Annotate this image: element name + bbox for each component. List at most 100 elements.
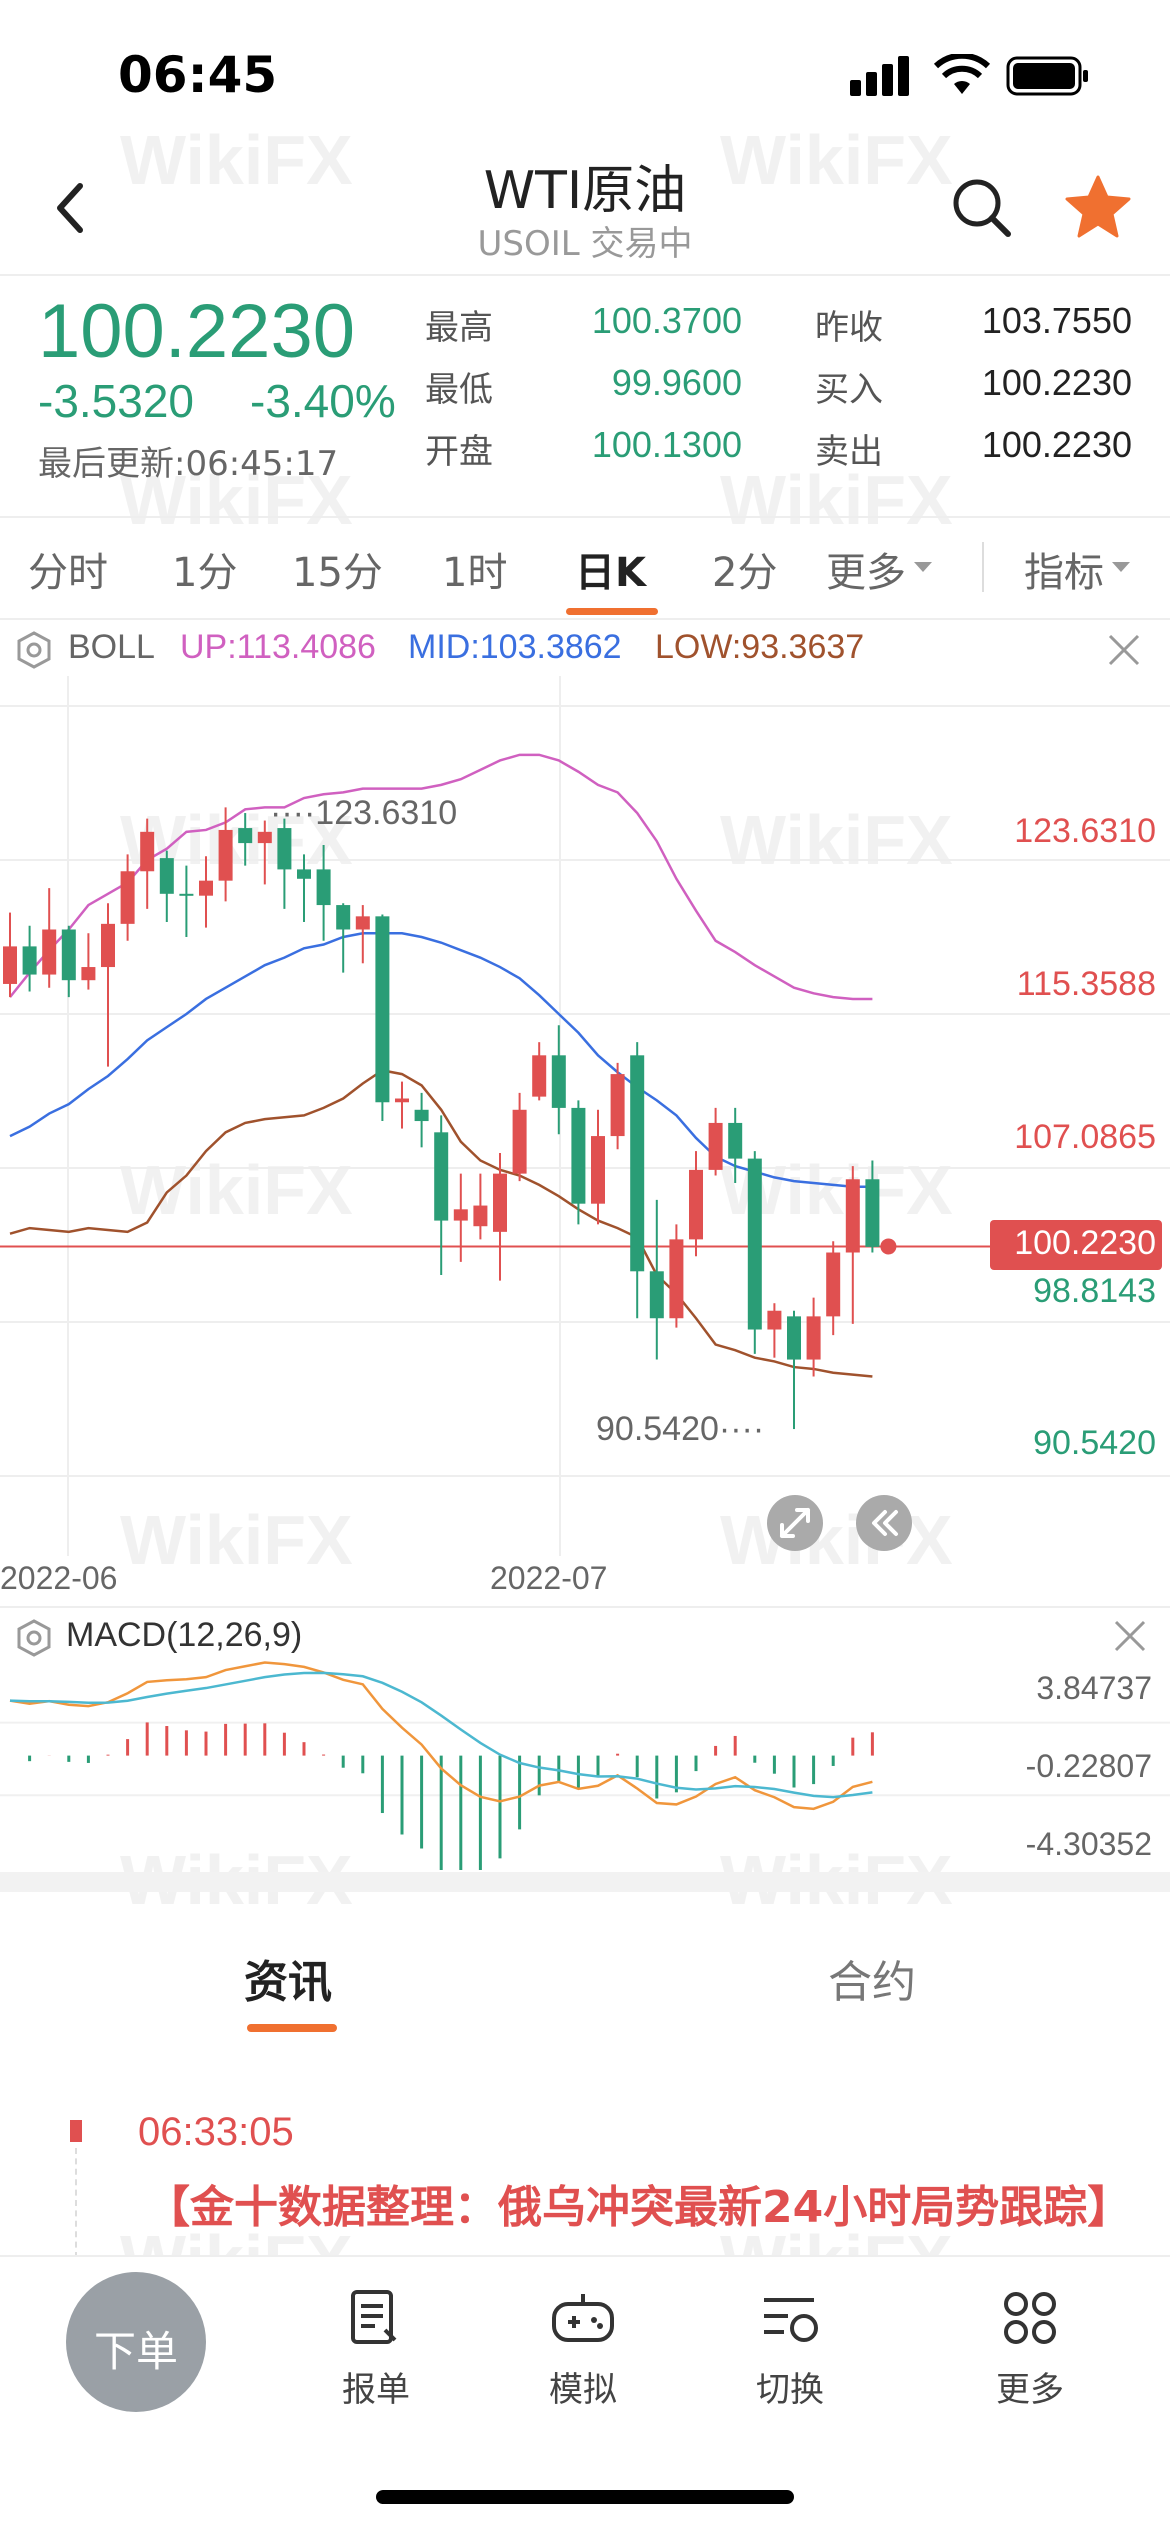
tab-timeshare[interactable]: 分时 [28, 550, 108, 596]
back-icon[interactable] [50, 180, 90, 236]
watermark: WikiFX [720, 121, 953, 199]
candle-body [120, 871, 135, 924]
tab-more[interactable]: 更多 [826, 550, 906, 596]
axis-label: 98.8143 [1033, 1272, 1156, 1310]
candle-body [453, 1209, 468, 1221]
boll-mid-line [9, 931, 873, 1189]
date-label: 2022-06 [0, 1560, 118, 1596]
ask-label: 卖出 [815, 432, 883, 472]
nav-simulate[interactable]: 模拟 [549, 2370, 617, 2410]
tab-news[interactable]: 资讯 [244, 1957, 332, 2008]
candle-body [3, 946, 17, 984]
close-icon[interactable] [1106, 632, 1142, 668]
price-change-percent: -3.40% [250, 375, 396, 427]
candle-body [22, 946, 37, 975]
nav-orders[interactable]: 报单 [342, 2370, 410, 2410]
bid-value: 100.2230 [981, 362, 1132, 403]
candle-body [493, 1173, 507, 1232]
low-label: 最低 [425, 370, 493, 410]
candle-body [747, 1158, 762, 1330]
candle-body [845, 1179, 860, 1253]
tab-contracts[interactable]: 合约 [828, 1957, 916, 2008]
nav-switch[interactable]: 切换 [756, 2370, 824, 2410]
axis-label: 115.3588 [1016, 965, 1156, 1003]
order-button[interactable] [66, 2272, 206, 2412]
watermark: WikiFX [120, 461, 353, 539]
current-price-dot [880, 1238, 897, 1255]
prev-close-value: 103.7550 [981, 300, 1132, 341]
candle-body [434, 1132, 449, 1221]
favorite-star-icon[interactable] [1064, 174, 1132, 240]
candle-body [806, 1316, 821, 1360]
candle-body [395, 1098, 409, 1103]
battery-icon [1006, 56, 1088, 96]
candlestick-chart[interactable] [0, 676, 1170, 1596]
settings-hexagon-icon[interactable] [14, 1618, 54, 1658]
settings-hexagon-icon[interactable] [14, 630, 54, 670]
status-time: 06:45 [118, 46, 278, 104]
news-time: 06:33:05 [138, 2110, 294, 2154]
candle-body [355, 916, 370, 930]
candle-body [277, 828, 292, 870]
candle-body [865, 1179, 880, 1247]
macd-chart[interactable] [0, 1650, 1170, 1870]
high-marker: ····123.6310 [270, 794, 458, 832]
candle-body [414, 1109, 429, 1122]
page-subtitle: USOIL 交易中 [477, 224, 693, 264]
candle-body [826, 1252, 841, 1317]
search-icon[interactable] [950, 176, 1012, 238]
candle-body [199, 880, 213, 896]
candle-body [512, 1109, 527, 1174]
macd-dea-line [9, 1671, 873, 1799]
divider [0, 516, 1170, 518]
candle-body [61, 929, 76, 981]
price-change: -3.5320 [38, 375, 195, 427]
boll-up: UP:113.4086 [180, 628, 376, 666]
tab-15min[interactable]: 15分 [292, 550, 383, 596]
wifi-icon [934, 54, 990, 94]
tab-1hour[interactable]: 1时 [442, 550, 508, 596]
news-headline[interactable]: 【金十数据整理：俄乌冲突最新24小时局势跟踪】 [146, 2182, 1132, 2233]
boll-up-line [9, 753, 873, 1001]
low-value: 99.9600 [611, 362, 742, 403]
divider [0, 274, 1170, 276]
candle-body [689, 1169, 703, 1240]
candle-body [238, 828, 253, 844]
candle-body [571, 1107, 586, 1204]
close-icon[interactable] [1112, 1618, 1148, 1654]
last-updated: 最后更新:06:45:17 [38, 444, 339, 484]
candle-body [630, 1055, 645, 1272]
switch-icon [764, 2298, 818, 2342]
axis-label: 123.6310 [1014, 812, 1156, 850]
open-value: 100.1300 [591, 424, 742, 465]
boll-low-line [9, 1069, 873, 1378]
nav-more[interactable]: 更多 [996, 2370, 1064, 2410]
candle-body [159, 858, 174, 894]
watermark: WikiFX [720, 801, 953, 879]
tab-daily-k[interactable]: 日K [575, 550, 646, 596]
tab-indicators[interactable]: 指标 [1024, 550, 1104, 596]
watermark: WikiFX [720, 461, 953, 539]
low-marker: 90.5420···· [596, 1410, 765, 1448]
tab-active-indicator [566, 608, 658, 615]
rewind-icon[interactable] [855, 1494, 913, 1552]
news-timeline [75, 2148, 77, 2258]
macd-axis-label: -0.22807 [1025, 1748, 1152, 1784]
tab-2min[interactable]: 2分 [712, 550, 778, 596]
signal-icon [850, 56, 909, 96]
candle-body [787, 1316, 801, 1360]
boll-mid: MID:103.3862 [408, 628, 622, 666]
orders-icon [351, 2290, 397, 2344]
more-grid-icon [1004, 2292, 1056, 2344]
boll-name: BOLL [68, 628, 155, 666]
current-price-tag [990, 1220, 1162, 1270]
candle-body [218, 829, 233, 881]
candle-body [708, 1122, 723, 1170]
candle-body [375, 916, 390, 1103]
chevron-down-icon [1112, 562, 1130, 572]
candle-body [101, 923, 115, 968]
tab-1min[interactable]: 1分 [172, 550, 238, 596]
fullscreen-icon[interactable] [766, 1494, 824, 1552]
candle-body [297, 869, 311, 879]
candle-body [767, 1310, 782, 1330]
